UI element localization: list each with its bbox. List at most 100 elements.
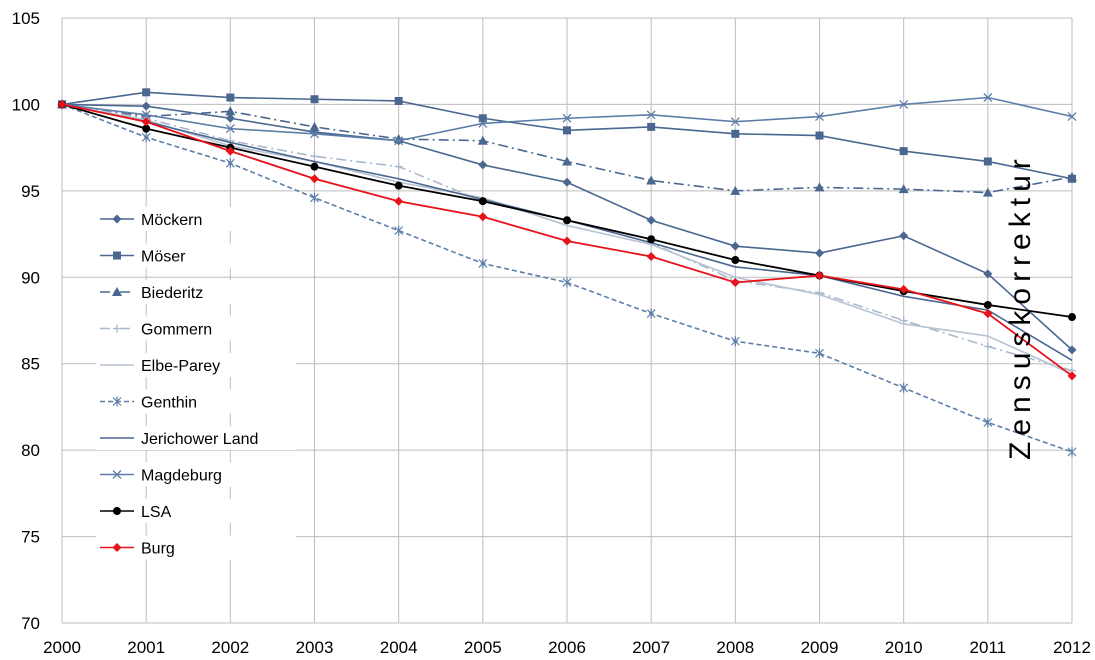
legend-marker [113,251,121,260]
data-point [394,162,403,171]
data-point [226,136,235,145]
data-point [310,152,319,161]
data-point [814,182,825,192]
x-tick-label: 2007 [632,638,670,657]
data-point [899,382,909,393]
data-point [141,132,151,143]
data-point [1068,313,1076,322]
legend-label: LSA [141,504,172,521]
data-point [394,225,404,236]
legend-item: Gommern [96,316,296,341]
data-point [394,96,403,105]
data-point [478,197,487,206]
data-point [899,284,909,294]
legend-item: Jerichower Land [96,426,296,450]
legend: Möckern Möser Biederitz Gommern Elbe-Parey Ge… [96,207,296,560]
data-point [562,277,572,288]
x-tick-label: 2012 [1053,638,1091,657]
legend-item: LSA [96,499,296,523]
x-axis-ticks: 2000 2001 2002 2003 2004 2005 2006 2007 2008 2009… [43,638,1091,657]
data-point [310,192,319,203]
data-point [815,288,824,297]
data-point [815,248,824,258]
data-point [562,156,572,166]
data-point [225,146,235,156]
legend-label: Burg [141,541,175,558]
legend-item: Biederitz [96,280,296,304]
data-point [983,300,992,309]
legend-item: Genthin [96,389,296,414]
data-point [141,117,151,127]
data-point [310,129,319,139]
data-point [983,309,993,319]
legend-item: Magdeburg [96,462,296,487]
legend-item: Elbe-Parey [96,353,296,377]
data-point [310,174,319,184]
data-point [394,136,404,146]
data-point [815,112,824,121]
data-point [141,110,151,120]
data-point [478,118,488,128]
data-point [1067,371,1077,381]
data-point [730,117,740,127]
legend-marker [113,507,121,515]
data-point [898,184,909,194]
data-point [394,196,404,206]
y-tick-label: 95 [21,182,40,201]
data-point [309,121,320,131]
data-point [646,308,656,319]
legend-marker [112,470,122,479]
data-point [310,95,319,104]
x-tick-label: 2010 [885,638,923,657]
data-point [646,175,657,185]
series-genthin [57,99,1077,457]
data-point [646,215,656,225]
data-point [983,342,992,351]
legend-item: Möckern [96,207,296,231]
x-tick-label: 2002 [211,638,249,657]
data-point [730,241,740,251]
data-point [730,277,740,287]
data-point [731,256,740,264]
data-point [731,129,740,138]
y-tick-label: 80 [21,441,40,460]
data-point [899,231,909,241]
x-tick-label: 2009 [801,638,839,657]
x-tick-label: 2011 [970,638,1007,657]
legend-label: Elbe-Parey [141,358,220,375]
x-tick-label: 2003 [296,638,334,657]
data-point [899,99,909,109]
y-tick-label: 100 [12,95,40,114]
data-point [225,106,236,116]
legend-marker [112,287,122,296]
data-point [815,131,824,140]
legend-label: Gommern [141,322,212,339]
data-point [142,124,151,133]
data-point [141,101,151,111]
y-tick-label: 90 [21,268,40,287]
census-correction-annotation: Zensuskorrektur [1004,153,1037,460]
x-tick-label: 2001 [127,638,165,657]
y-tick-label: 105 [12,9,40,28]
series-lines [57,88,1077,457]
data-point [57,99,67,109]
data-point [478,114,487,123]
legend-label: Biederitz [141,285,203,302]
y-tick-label: 70 [21,614,40,633]
data-point [815,348,824,359]
y-axis-ticks: 70 75 80 85 90 95 100 105 [12,9,40,633]
data-point [562,113,572,123]
legend-marker [112,214,122,224]
data-point [646,110,656,120]
data-point [730,185,741,195]
y-tick-label: 85 [21,355,40,374]
data-point [1067,446,1077,457]
data-point [899,147,908,156]
data-point [815,271,824,281]
data-point [562,236,572,246]
x-tick-label: 2006 [548,638,586,657]
data-point [730,336,740,347]
data-point [983,417,993,428]
data-point [394,181,403,190]
x-tick-label: 2000 [43,638,81,657]
